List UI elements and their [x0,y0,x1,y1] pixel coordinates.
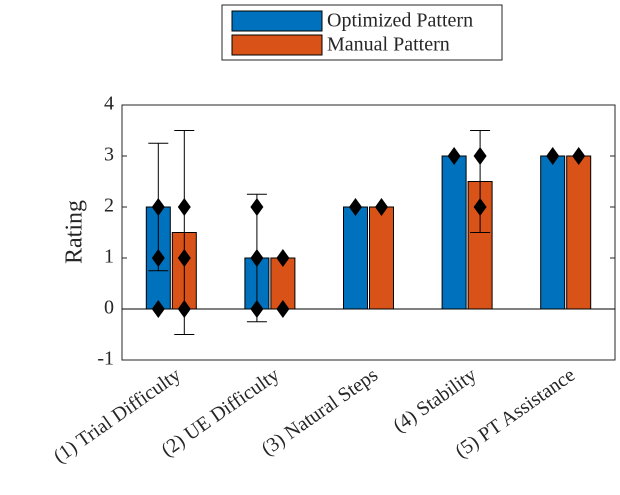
data-point [276,249,290,267]
data-point [572,147,586,165]
y-axis-label: Rating [62,200,88,264]
data-point [250,198,264,216]
bar [369,206,394,310]
data-point [375,198,388,216]
bar [441,155,467,310]
bar [540,155,566,310]
y-tick-label: 2 [104,195,114,217]
x-tick-label: (4) Stability [389,364,480,437]
data-point [546,147,560,165]
data-point [250,249,264,267]
y-tick-label: 1 [104,246,114,268]
data-point [177,249,191,267]
legend-swatch [231,34,323,56]
data-point [151,249,165,267]
data-point [473,198,487,216]
bar [566,155,592,310]
data-point [349,198,362,216]
legend-label: Manual Pattern [327,34,450,56]
data-point [250,300,264,318]
data-point [151,198,165,216]
y-tick-label: 4 [104,93,114,115]
data-point [151,300,165,318]
legend-label: Optimized Pattern [327,10,473,32]
data-point [177,198,191,216]
y-tick-label: 3 [104,144,114,166]
data-point [473,147,487,165]
data-point [447,147,461,165]
y-tick-label: 0 [104,297,114,319]
data-point [276,300,290,318]
y-tick-label: -1 [97,348,114,370]
data-point [177,300,191,318]
bar [343,206,368,310]
legend-swatch [231,10,323,32]
plot-area [121,104,616,361]
